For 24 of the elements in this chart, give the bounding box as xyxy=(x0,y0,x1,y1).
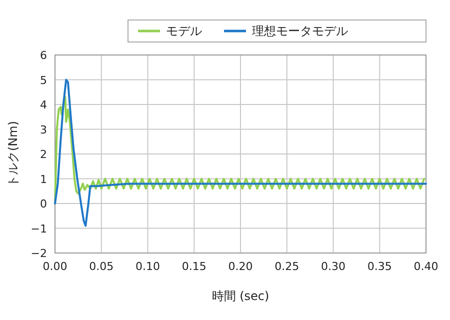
y-axis-title: トルク(Nm) xyxy=(6,120,20,188)
x-axis-title: 時間 (sec) xyxy=(212,289,270,303)
x-tick-label: 0.15 xyxy=(182,260,206,273)
y-tick-label: 4 xyxy=(40,98,47,112)
x-tick-label: 0.40 xyxy=(414,260,438,273)
legend-label: モデル xyxy=(166,24,202,38)
x-tick-label: 0.35 xyxy=(367,260,392,273)
x-tick-label: 0.20 xyxy=(228,260,253,273)
x-tick-label: 0.25 xyxy=(274,260,300,273)
line-series xyxy=(54,96,426,204)
x-tick-label: 0.00 xyxy=(42,260,68,273)
y-tick-label: −1 xyxy=(30,222,47,236)
y-tick-label: 3 xyxy=(40,123,47,136)
y-tick-label: 6 xyxy=(40,49,47,62)
y-tick-label: 2 xyxy=(40,148,47,161)
y-tick-label: 5 xyxy=(40,74,47,87)
x-tick-label: 0.30 xyxy=(321,260,346,273)
x-tick-label: 0.05 xyxy=(89,260,114,273)
y-tick-label: 0 xyxy=(40,198,47,210)
line-series xyxy=(54,78,427,227)
y-tick-label: −2 xyxy=(30,247,47,260)
x-tick-label: 0.10 xyxy=(136,260,160,273)
legend-label: 理想モータモデル xyxy=(252,24,348,38)
y-tick-label: 1 xyxy=(40,172,47,186)
